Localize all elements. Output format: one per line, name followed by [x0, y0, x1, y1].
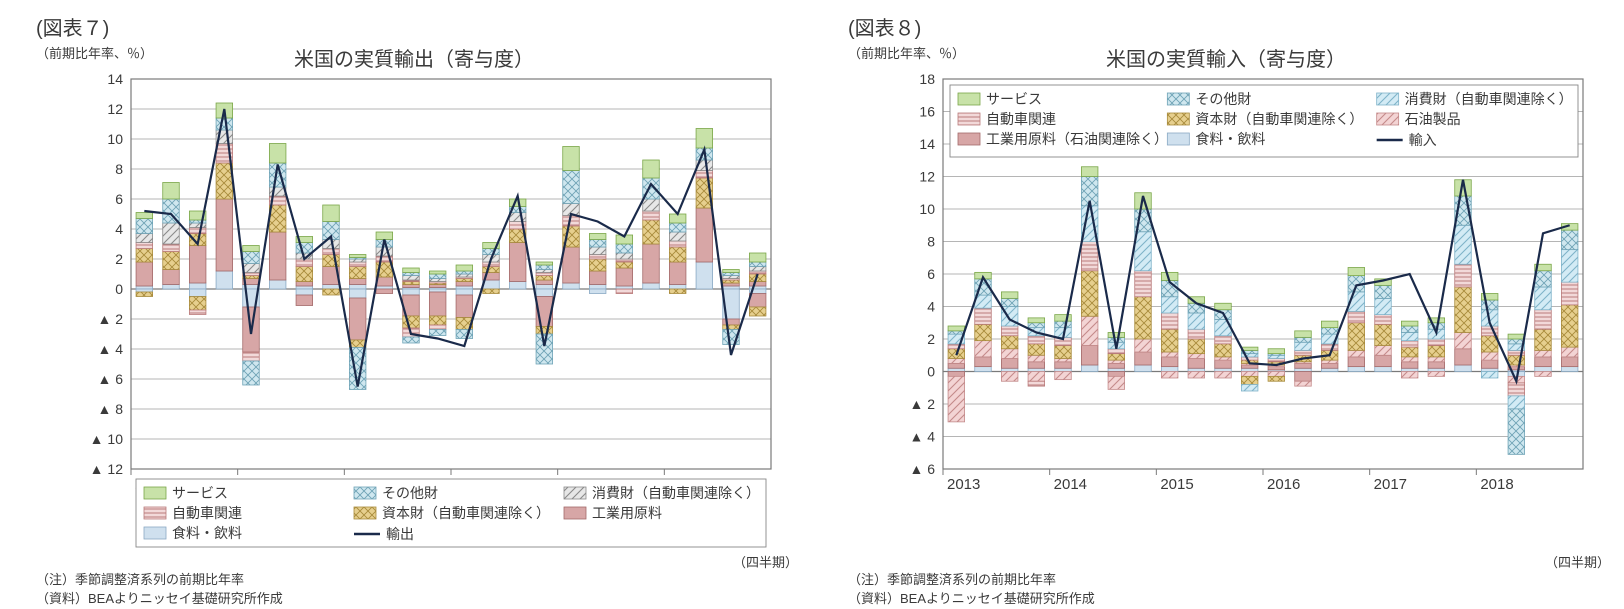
- svg-text:2018: 2018: [1480, 476, 1513, 493]
- fig7-x-unit: （四半期）: [733, 552, 798, 571]
- svg-text:▲ 2: ▲ 2: [97, 311, 123, 327]
- svg-text:輸出: 輸出: [386, 526, 414, 542]
- svg-text:6: 6: [927, 266, 935, 282]
- svg-text:輸入: 輸入: [1409, 132, 1437, 148]
- svg-text:4: 4: [115, 221, 123, 237]
- svg-text:14: 14: [919, 136, 935, 152]
- svg-text:食料・飲料: 食料・飲料: [1195, 131, 1265, 147]
- svg-text:工業用原料（石油関連除く）: 工業用原料（石油関連除く）: [986, 131, 1168, 147]
- panel-chart7: (図表７) （前期比年率、％） 米国の実質輸出（寄与度） ▲ 12▲ 10▲ 8…: [0, 0, 812, 591]
- svg-text:16: 16: [919, 104, 935, 120]
- svg-text:▲ 6: ▲ 6: [909, 461, 935, 477]
- svg-text:2015: 2015: [1160, 476, 1193, 493]
- svg-text:2014: 2014: [1054, 476, 1087, 493]
- svg-text:▲ 10: ▲ 10: [90, 431, 124, 447]
- svg-text:サービス: サービス: [986, 91, 1042, 107]
- panel-chart8: (図表８) （前期比年率、％） 米国の実質輸入（寄与度） ▲ 6▲ 4▲ 202…: [812, 0, 1624, 591]
- svg-text:2: 2: [115, 251, 123, 267]
- svg-text:0: 0: [927, 364, 935, 380]
- fig7-number: (図表７): [36, 12, 792, 41]
- svg-text:石油製品: 石油製品: [1405, 111, 1461, 127]
- fig7-chart: ▲ 12▲ 10▲ 8▲ 6▲ 4▲ 202468101214201320142…: [36, 67, 792, 565]
- svg-text:資本財（自動車関連除く）: 資本財（自動車関連除く）: [382, 505, 550, 521]
- svg-text:消費財（自動車関連除く）: 消費財（自動車関連除く）: [592, 485, 760, 501]
- svg-text:2013: 2013: [947, 476, 980, 493]
- fig8-x-unit: （四半期）: [1545, 552, 1610, 571]
- svg-text:12: 12: [919, 169, 935, 185]
- fig7-note2: （資料）BEAよりニッセイ基礎研究所作成: [36, 590, 792, 609]
- svg-text:その他財: その他財: [1195, 91, 1251, 107]
- svg-text:工業用原料: 工業用原料: [592, 505, 662, 521]
- svg-text:食料・飲料: 食料・飲料: [172, 525, 242, 541]
- svg-text:自動車関連: 自動車関連: [986, 111, 1056, 127]
- figure-pair: (図表７) （前期比年率、％） 米国の実質輸出（寄与度） ▲ 12▲ 10▲ 8…: [0, 0, 1624, 591]
- svg-text:▲ 6: ▲ 6: [97, 371, 123, 387]
- svg-text:2016: 2016: [1267, 476, 1300, 493]
- fig8-chart: ▲ 6 ▲ 4 ▲ 2 0 2 4 6 8 10 12 14 16 18 2013 2014 2015 2016…: [848, 67, 1604, 565]
- fig8-note1: （注）季節調整済系列の前期比年率: [848, 571, 1604, 590]
- fig7-note1: （注）季節調整済系列の前期比年率: [36, 571, 792, 590]
- svg-text:▲ 2: ▲ 2: [909, 396, 935, 412]
- svg-text:10: 10: [919, 201, 935, 217]
- svg-text:自動車関連: 自動車関連: [172, 505, 242, 521]
- svg-text:10: 10: [107, 131, 123, 147]
- svg-text:8: 8: [115, 161, 123, 177]
- svg-text:その他財: その他財: [382, 485, 438, 501]
- svg-text:2017: 2017: [1374, 476, 1407, 493]
- svg-text:▲ 12: ▲ 12: [90, 461, 124, 477]
- svg-text:8: 8: [927, 234, 935, 250]
- svg-text:サービス: サービス: [172, 485, 228, 501]
- svg-text:18: 18: [919, 71, 935, 87]
- svg-text:6: 6: [115, 191, 123, 207]
- svg-text:▲ 4: ▲ 4: [97, 341, 123, 357]
- svg-text:消費財（自動車関連除く）: 消費財（自動車関連除く）: [1405, 91, 1573, 107]
- svg-text:▲ 4: ▲ 4: [909, 429, 935, 445]
- svg-text:4: 4: [927, 299, 935, 315]
- svg-text:12: 12: [107, 101, 123, 117]
- svg-text:2: 2: [927, 331, 935, 347]
- fig8-note2: （資料）BEAよりニッセイ基礎研究所作成: [848, 590, 1604, 609]
- svg-text:資本財（自動車関連除く）: 資本財（自動車関連除く）: [1195, 111, 1363, 127]
- svg-text:0: 0: [115, 281, 123, 297]
- svg-text:▲ 8: ▲ 8: [97, 401, 123, 417]
- fig8-number: (図表８): [848, 12, 1604, 41]
- svg-text:14: 14: [107, 71, 123, 87]
